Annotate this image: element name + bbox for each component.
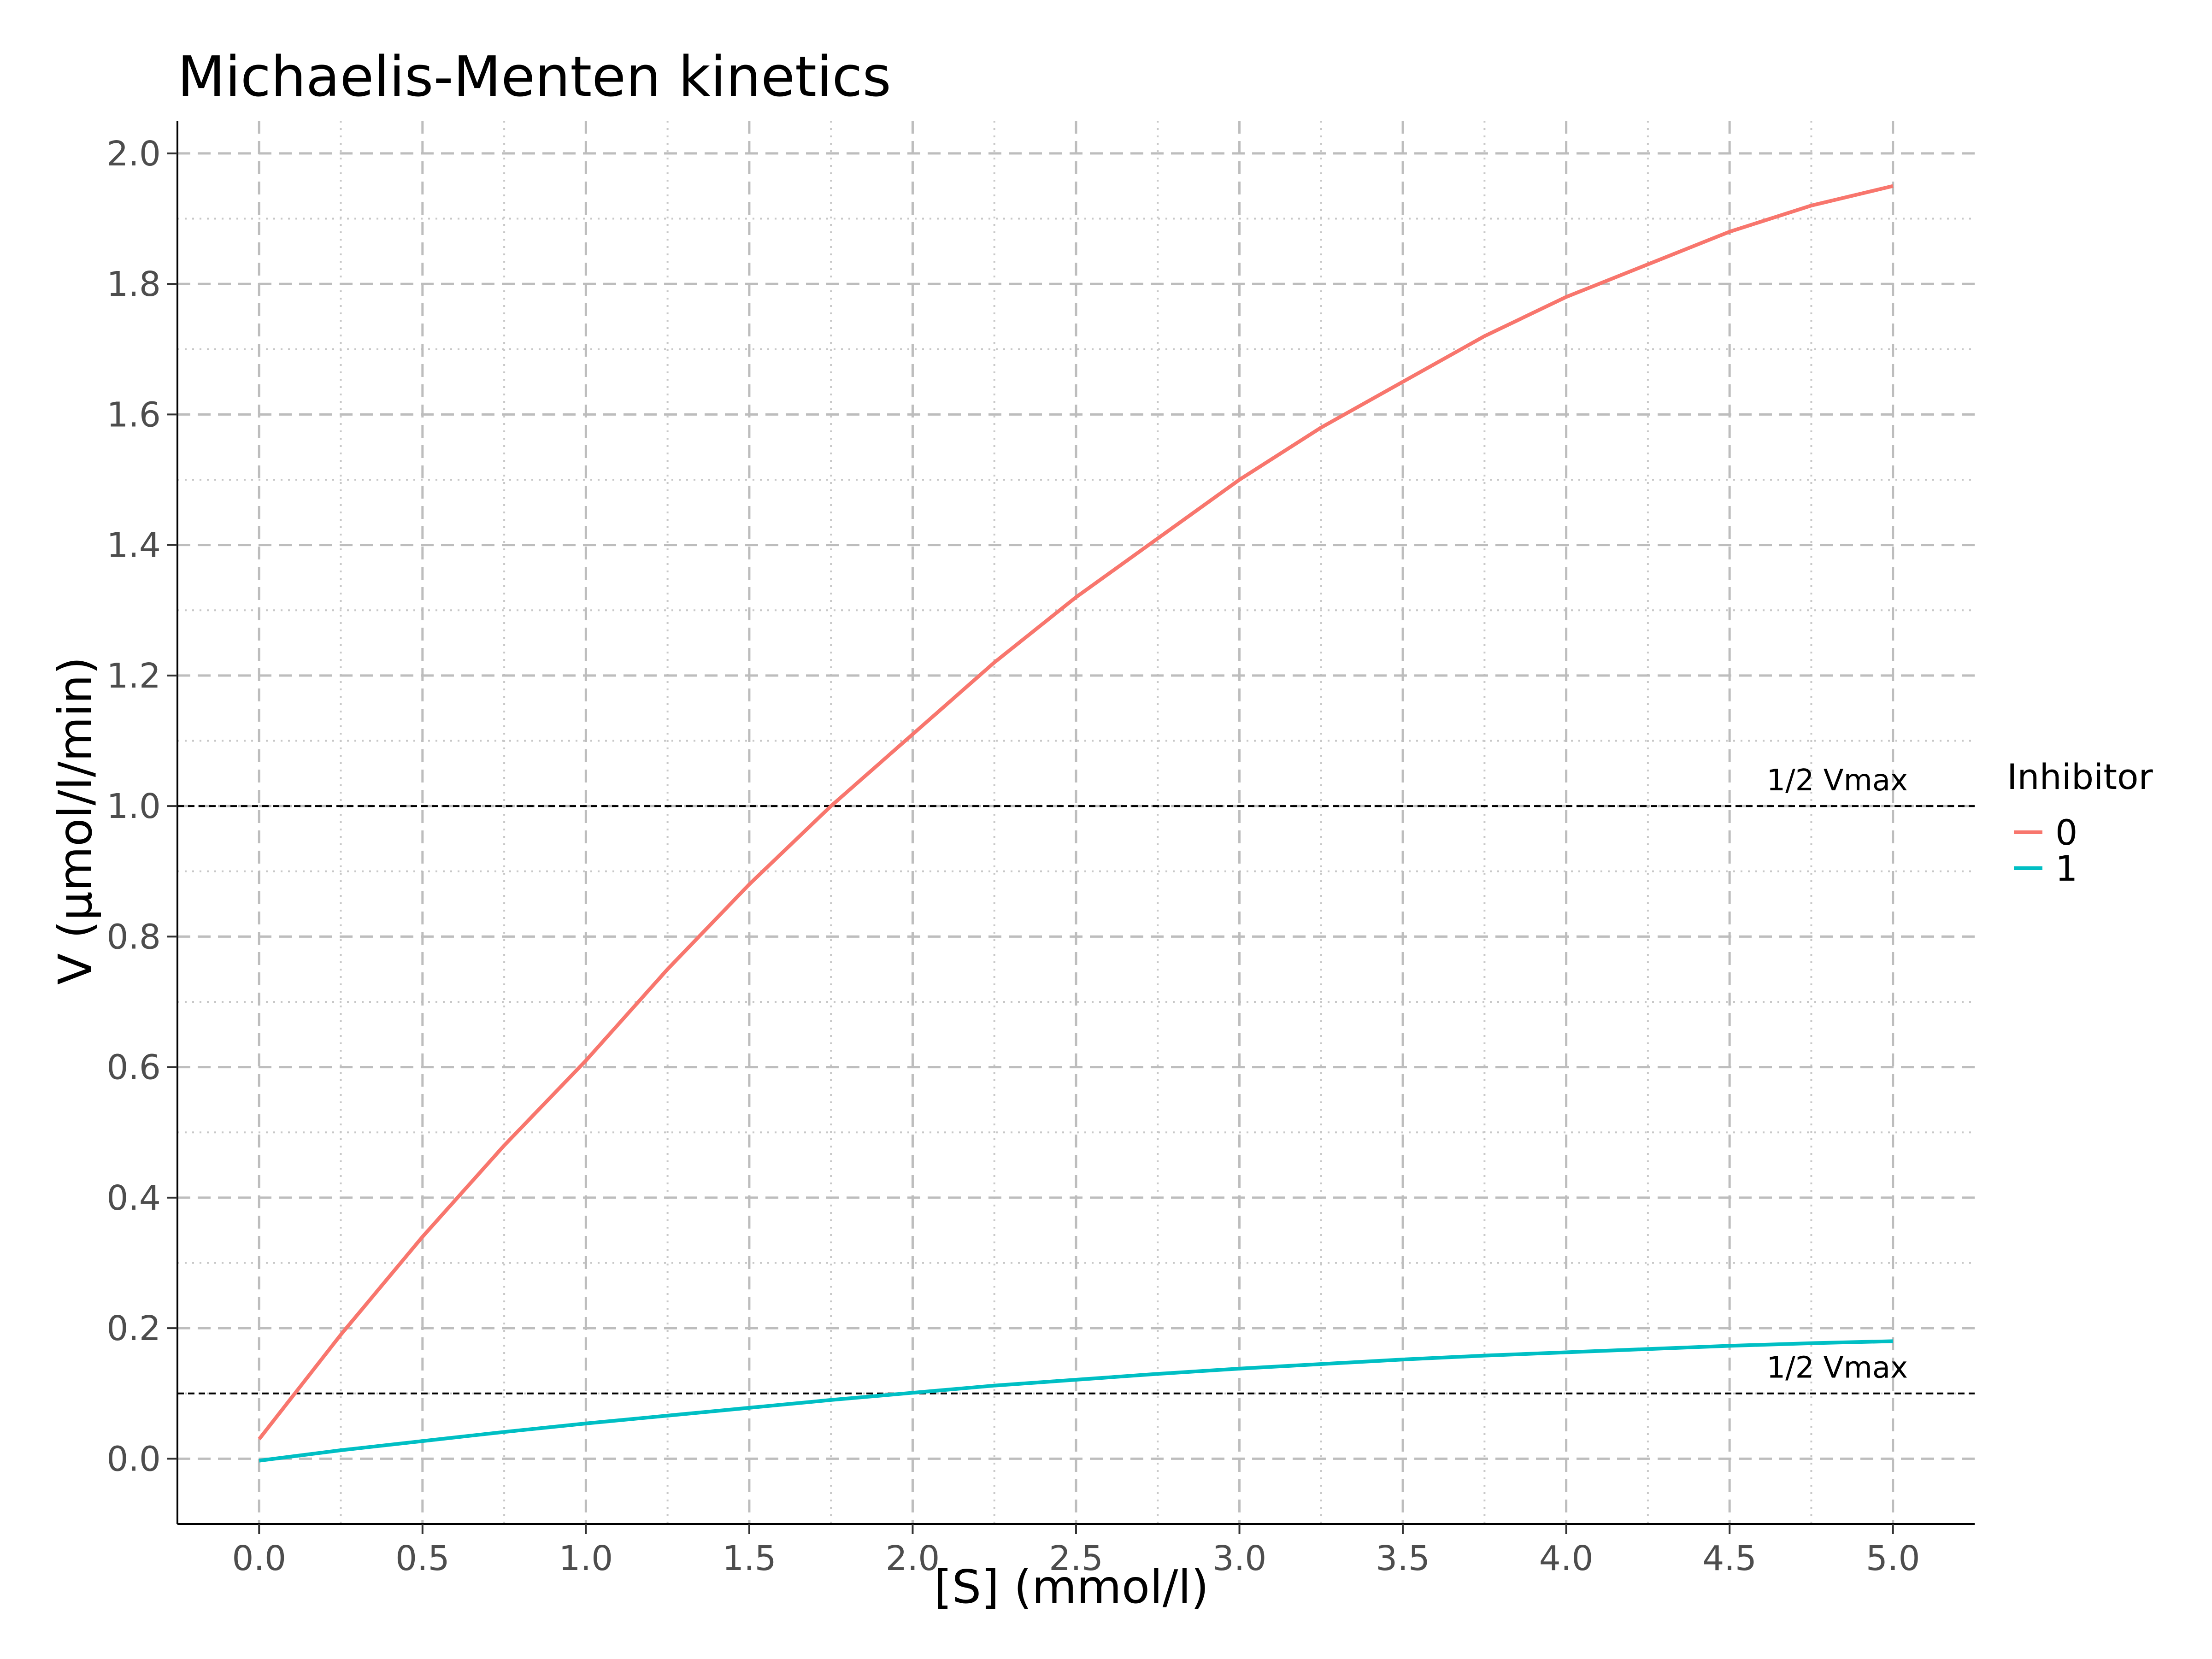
y-tick-label: 1.0 (106, 787, 161, 826)
legend: Inhibitor 01 (2007, 756, 2153, 889)
y-tick-labels: 0.0 0.2 0.4 0.6 0.8 1.0 1.2 1.4 1.6 1.8 2.0 (106, 134, 161, 1479)
y-tick-label: 0.8 (106, 917, 161, 957)
x-tick-labels: 0.0 0.5 1.0 1.5 2.0 2.5 3.0 3.5 4.0 4.5 5.0 (232, 1539, 1920, 1578)
x-tick-label: 0.0 (232, 1539, 286, 1578)
legend-label-0: 0 (2055, 812, 2077, 853)
x-tick-label: 2.0 (886, 1539, 940, 1578)
y-tick-label: 1.6 (106, 395, 161, 435)
legend-title: Inhibitor (2007, 756, 2153, 797)
y-tick-label: 0.0 (106, 1439, 161, 1479)
x-tick-label: 4.5 (1702, 1539, 1757, 1578)
series-lines (258, 184, 1894, 1463)
series-line-0 (258, 184, 1894, 1441)
x-axis-title: [S] (mmol/l) (934, 1560, 1209, 1614)
legend-label-1: 1 (2055, 848, 2077, 889)
y-tick-label: 1.8 (106, 265, 161, 304)
x-tick-label: 0.5 (395, 1539, 450, 1578)
x-tick-label: 1.0 (559, 1539, 613, 1578)
y-tick-label: 1.4 (106, 526, 161, 565)
major-gridlines (177, 121, 1975, 1524)
half-vmax-label: 1/2 Vmax (1766, 1351, 1908, 1385)
minor-gridlines (177, 121, 1975, 1524)
y-tick-label: 0.2 (106, 1309, 161, 1348)
y-tick-label: 2.0 (106, 134, 161, 174)
y-tick-label: 1.2 (106, 656, 161, 696)
x-tick-label: 3.0 (1212, 1539, 1267, 1578)
y-axis-title: V (µmol/l/min) (48, 657, 102, 985)
x-tick-label: 5.0 (1866, 1539, 1920, 1578)
x-tick-label: 2.5 (1049, 1539, 1103, 1578)
y-tick-label: 0.6 (106, 1048, 161, 1088)
x-tick-label: 1.5 (722, 1539, 777, 1578)
y-tick-label: 0.4 (106, 1178, 161, 1218)
x-tick-label: 3.5 (1376, 1539, 1430, 1578)
chart-title: Michaelis-Menten kinetics (177, 45, 891, 109)
reference-lines: 1/2 Vmax 1/2 Vmax (177, 764, 1975, 1394)
half-vmax-label: 1/2 Vmax (1766, 764, 1908, 798)
series-line-1 (259, 1339, 1893, 1463)
axes (167, 121, 1975, 1534)
x-tick-label: 4.0 (1539, 1539, 1594, 1578)
